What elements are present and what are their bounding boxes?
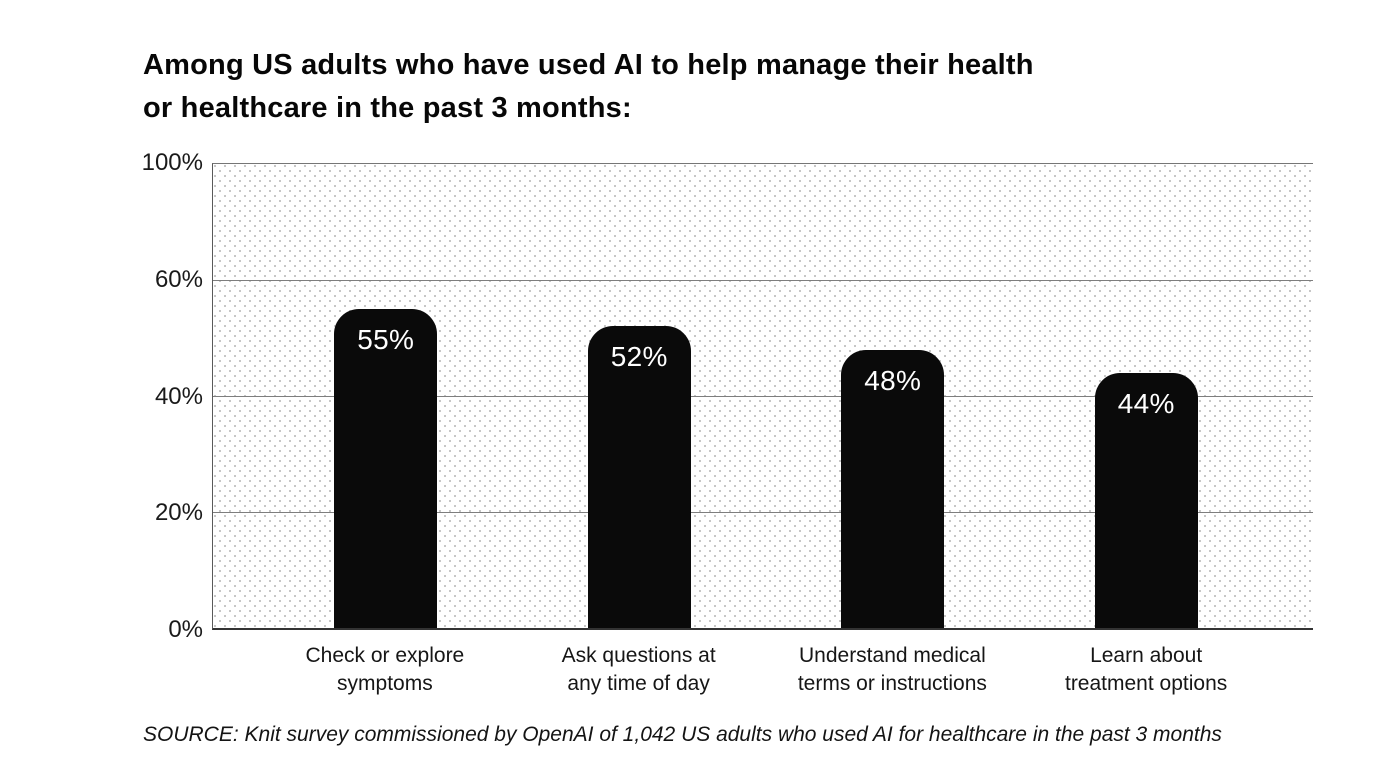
bar-column: 52% bbox=[513, 164, 767, 628]
y-axis-tick-label: 60% bbox=[154, 265, 203, 293]
x-axis-labels: Check or explore symptoms Ask questions at… bbox=[212, 642, 1313, 698]
category-label-line: Ask questions at bbox=[561, 644, 716, 667]
bar-column: 48% bbox=[766, 164, 1020, 628]
category-label: Learn about treatment options bbox=[1019, 642, 1273, 698]
gridline bbox=[213, 512, 1313, 513]
bar-column: 55% bbox=[259, 164, 513, 628]
category-label-line: symptoms bbox=[337, 672, 433, 695]
gridline bbox=[213, 280, 1313, 281]
chart-title-line1: Among US adults who have used AI to help… bbox=[143, 49, 1034, 81]
source-note: SOURCE: Knit survey commissioned by Open… bbox=[143, 723, 1222, 746]
bar: 52% bbox=[587, 326, 691, 628]
category-label-line: Understand medical bbox=[798, 644, 986, 667]
bar-value-label: 48% bbox=[864, 364, 922, 396]
chart-title-line2: or healthcare in the past 3 months: bbox=[143, 92, 632, 124]
chart-title: Among US adults who have used AI to help… bbox=[143, 44, 1034, 130]
bar-value-label: 55% bbox=[357, 324, 415, 355]
y-axis-tick-label: 0% bbox=[168, 616, 203, 643]
category-label-line: any time of day bbox=[567, 672, 710, 695]
category-label-line: terms or instructions bbox=[797, 672, 987, 695]
gridline bbox=[213, 396, 1313, 397]
bar: 48% bbox=[841, 349, 945, 628]
category-label: Ask questions at any time of day bbox=[512, 642, 766, 698]
plot-area: 55% 52% 48% 44% bbox=[212, 163, 1313, 630]
category-label: Understand medical terms or instructions bbox=[766, 642, 1020, 698]
category-label-line: Learn about bbox=[1090, 644, 1203, 667]
y-axis-tick-label: 20% bbox=[154, 499, 203, 527]
bar-value-label: 44% bbox=[1117, 387, 1175, 419]
category-label-line: treatment options bbox=[1064, 672, 1228, 695]
bar: 55% bbox=[334, 309, 438, 628]
bar-column: 44% bbox=[1020, 164, 1274, 628]
bar-row: 55% 52% 48% 44% bbox=[213, 164, 1313, 628]
category-label-line: Check or explore bbox=[305, 644, 465, 667]
y-axis-tick-label: 40% bbox=[154, 382, 203, 410]
y-axis: 100% 60% 40% 20% 0% bbox=[0, 149, 203, 643]
bar-value-label: 52% bbox=[610, 341, 668, 373]
bar: 44% bbox=[1094, 372, 1198, 628]
y-axis-tick-label: 100% bbox=[141, 149, 203, 176]
category-label: Check or explore symptoms bbox=[258, 642, 512, 698]
